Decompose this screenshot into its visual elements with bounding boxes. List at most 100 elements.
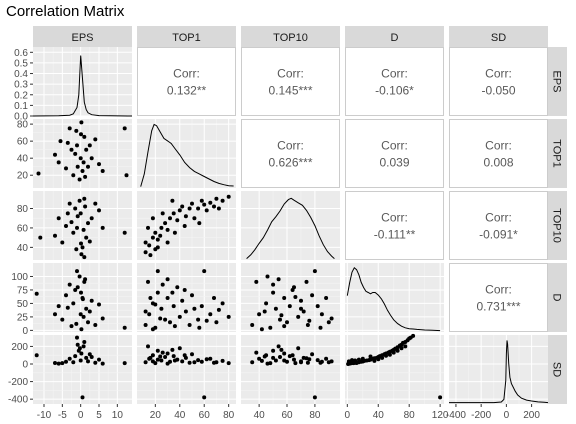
density-curve	[346, 267, 441, 332]
scatter-point	[148, 296, 153, 300]
scatter-point	[187, 360, 192, 365]
scatter-point	[304, 279, 309, 284]
scatter-point	[79, 327, 84, 332]
x-tick-label: 20	[150, 410, 162, 421]
scatter-point	[350, 358, 354, 363]
scatter-point	[64, 224, 68, 228]
scatter-point	[160, 350, 165, 355]
column-strip-label: D	[391, 32, 399, 44]
scatter-point	[53, 152, 57, 157]
scatter-point	[75, 214, 80, 219]
scatter-point	[296, 346, 301, 351]
scatter-point	[64, 166, 68, 171]
correlation-panel	[345, 191, 444, 260]
scatter-point	[372, 358, 377, 363]
column-strip	[345, 26, 444, 47]
scatter-point	[271, 290, 276, 295]
scatter-point	[83, 174, 88, 179]
plot-panel	[241, 263, 340, 332]
scatter-point	[319, 312, 324, 317]
scatter-point	[197, 221, 202, 226]
scatter-point	[208, 356, 213, 361]
y-tick-label: 0.6	[14, 48, 28, 59]
plot-panel	[449, 335, 548, 404]
correlation-panel	[345, 119, 444, 188]
scatter-point	[177, 346, 182, 351]
correlation-value: -0.111**	[374, 228, 416, 242]
scatter-point	[75, 335, 79, 340]
scatter-point	[296, 314, 301, 319]
scatter-point	[56, 160, 61, 165]
scatter-point	[143, 309, 148, 314]
scatter-point	[150, 359, 155, 364]
scatter-point	[83, 277, 88, 282]
scatter-point	[81, 344, 86, 349]
scatter-point	[100, 225, 105, 230]
plot-panel	[33, 119, 132, 188]
scatter-point	[226, 314, 231, 319]
scatter-point	[67, 282, 72, 287]
scatter-point	[53, 361, 57, 365]
scatter-point	[199, 304, 204, 309]
scatter-point	[89, 216, 94, 221]
correlation-value: 0.731***	[476, 300, 520, 314]
x-tick-label: -400	[446, 410, 466, 421]
x-tick-label: 40	[174, 410, 186, 421]
correlation-panel	[449, 119, 548, 188]
scatter-point	[75, 269, 79, 274]
scatter-point	[250, 323, 255, 327]
scatter-point	[254, 350, 259, 355]
scatter-point	[65, 211, 70, 216]
x-tick-label: 0	[78, 410, 84, 421]
scatter-point	[84, 147, 89, 152]
scatter-point	[204, 208, 209, 213]
scatter-point	[257, 312, 262, 317]
scatter-point	[150, 327, 155, 332]
scatter-point	[86, 320, 90, 325]
scatter-point	[204, 357, 209, 362]
correlation-label: Corr:	[173, 67, 200, 81]
scatter-point	[69, 324, 74, 329]
scatter-point	[147, 243, 152, 248]
scatter-point	[60, 361, 65, 366]
scatter-point	[67, 356, 72, 361]
scatter-point	[299, 298, 303, 303]
scatter-point	[175, 285, 180, 290]
scatter-point	[329, 359, 334, 364]
scatter-point	[155, 237, 160, 242]
y-tick-label: 40	[17, 243, 29, 254]
scatter-point	[282, 358, 287, 363]
scatter-point	[170, 347, 175, 352]
scatter-point	[268, 325, 273, 330]
column-strip-label: TOP10	[273, 32, 308, 44]
scatter-point	[278, 317, 282, 322]
plot-panel	[241, 191, 340, 260]
correlation-panel	[241, 47, 340, 116]
scatter-point	[69, 147, 74, 152]
scatter-point	[326, 320, 331, 325]
scatter-point	[158, 233, 163, 238]
scatter-point	[83, 204, 88, 209]
scatter-point	[220, 358, 225, 363]
scatter-point	[220, 301, 225, 306]
scatter-point	[287, 304, 292, 309]
scatter-point	[391, 350, 396, 355]
correlation-panel	[137, 47, 236, 116]
x-tick-label: 5	[96, 410, 102, 421]
row-strip	[548, 119, 567, 188]
scatter-point	[318, 325, 323, 330]
row-strip	[548, 47, 567, 116]
scatter-point	[77, 198, 82, 203]
correlation-label: Corr:	[485, 67, 512, 81]
scatter-point	[279, 347, 284, 352]
scatter-point	[196, 358, 201, 363]
scatter-point	[38, 235, 43, 240]
scatter-point	[192, 360, 197, 365]
scatter-point	[84, 355, 89, 360]
scatter-point	[190, 201, 194, 206]
y-tick-label: 60	[17, 223, 29, 234]
scatter-point	[165, 240, 170, 245]
scatter-point	[324, 356, 329, 361]
scatter-point	[73, 354, 78, 359]
scatter-point	[395, 348, 400, 353]
